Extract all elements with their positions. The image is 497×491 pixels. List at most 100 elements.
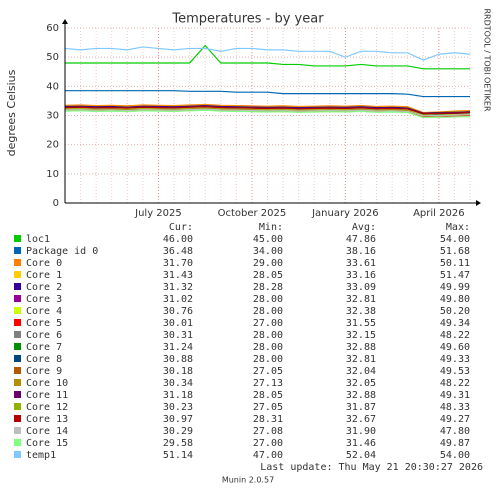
x-tick-label: April 2026 xyxy=(413,208,464,219)
legend-stat: 33.61 xyxy=(346,258,376,269)
legend-stat: 32.81 xyxy=(346,294,376,305)
legend-stat: 28.28 xyxy=(253,282,283,293)
series-line xyxy=(64,103,471,114)
legend-swatch xyxy=(14,307,21,314)
legend-swatch xyxy=(14,271,21,278)
legend-name: Core 5 xyxy=(26,318,62,329)
legend-stat: 48.22 xyxy=(440,330,470,341)
legend-stat: 51.47 xyxy=(440,270,470,281)
x-tick-label: January 2026 xyxy=(311,208,379,219)
legend-stat: 31.90 xyxy=(346,426,376,437)
legend-stat: 47.80 xyxy=(440,426,470,437)
legend-stat: 30.34 xyxy=(163,378,193,389)
legend-stat: 49.27 xyxy=(440,414,470,425)
legend-name: Core 14 xyxy=(26,426,68,437)
x-tick-label: July 2025 xyxy=(134,208,182,219)
legend-name: Core 12 xyxy=(26,402,68,413)
legend-stat: 31.55 xyxy=(346,318,376,329)
y-tick-label: 30 xyxy=(46,111,59,122)
chart-title: Temperatures - by year xyxy=(171,12,324,27)
legend-header: Min: xyxy=(259,222,283,233)
series-line xyxy=(64,46,471,61)
legend-name: Core 10 xyxy=(26,378,68,389)
lines xyxy=(64,44,471,119)
legend-stat: 31.02 xyxy=(163,294,193,305)
legend-stat: 32.67 xyxy=(346,414,376,425)
legend-stat: 30.18 xyxy=(163,366,193,377)
legend-stat: 30.23 xyxy=(163,402,193,413)
legend-stat: 30.01 xyxy=(163,318,193,329)
legend-name: Core 6 xyxy=(26,330,62,341)
series-line xyxy=(65,44,470,70)
series-line xyxy=(65,90,470,98)
legend-swatch xyxy=(14,235,21,242)
y-axis-label: degrees Celsius xyxy=(5,69,18,156)
y-arrow xyxy=(62,19,68,24)
legend-stat: 30.31 xyxy=(163,330,193,341)
legend-name: Core 13 xyxy=(26,414,68,425)
legend-header: Cur: xyxy=(169,222,193,233)
legend-stat: 49.60 xyxy=(440,342,470,353)
legend-name: Core 7 xyxy=(26,342,62,353)
series-line xyxy=(64,108,471,117)
y-tick-label: 60 xyxy=(46,23,59,34)
legend-stat: 27.13 xyxy=(253,378,283,389)
legend-stat: 49.80 xyxy=(440,294,470,305)
legend-stat: 54.00 xyxy=(440,234,470,245)
legend-stat: 49.31 xyxy=(440,390,470,401)
legend-stat: 48.33 xyxy=(440,402,470,413)
footer: Last update: Thu May 21 20:30:27 2026 xyxy=(260,462,483,473)
legend-stat: 49.33 xyxy=(440,354,470,365)
legend-stat: 49.34 xyxy=(440,318,470,329)
legend-stat: 32.15 xyxy=(346,330,376,341)
legend-stat: 34.00 xyxy=(253,246,283,257)
legend-stat: 30.76 xyxy=(163,306,193,317)
legend-swatch xyxy=(14,331,21,338)
legend-stat: 27.00 xyxy=(253,318,283,329)
legend-swatch xyxy=(14,343,21,350)
legend-stat: 31.18 xyxy=(163,390,193,401)
legend-stat: 28.00 xyxy=(253,354,283,365)
legend-stat: 47.86 xyxy=(346,234,376,245)
legend-swatch xyxy=(14,451,21,458)
legend-stat: 29.58 xyxy=(163,438,193,449)
legend-stat: 28.00 xyxy=(253,342,283,353)
series-line xyxy=(64,109,471,119)
legend-header: Avg: xyxy=(352,222,376,233)
legend-name: Core 2 xyxy=(26,282,62,293)
legend-swatch xyxy=(14,415,21,422)
legend-stat: 30.97 xyxy=(163,414,193,425)
legend-stat: 32.04 xyxy=(346,366,376,377)
legend-stat: 52.04 xyxy=(346,450,376,461)
legend-stat: 28.00 xyxy=(253,294,283,305)
legend-stat: 50.20 xyxy=(440,306,470,317)
legend-stat: 32.88 xyxy=(346,390,376,401)
legend-stat: 31.87 xyxy=(346,402,376,413)
legend-header: Max: xyxy=(446,222,470,233)
legend-stat: 32.88 xyxy=(346,342,376,353)
side-text: RRDTOOL / TOBI OETIKER xyxy=(483,8,492,111)
legend-swatch xyxy=(14,379,21,386)
legend-name: Core 8 xyxy=(26,354,62,365)
y-tick-label: 50 xyxy=(46,52,59,63)
legend-stat: 49.87 xyxy=(440,438,470,449)
legend-stat: 30.29 xyxy=(163,426,193,437)
legend: Cur: Min: Avg: Max: loc1 46.00 45.00 47.86 54.00… xyxy=(14,222,470,461)
legend-stat: 31.70 xyxy=(163,258,193,269)
legend-stat: 31.46 xyxy=(346,438,376,449)
y-tick-label: 10 xyxy=(46,169,59,180)
legend-stat: 38.16 xyxy=(346,246,376,257)
legend-stat: 33.09 xyxy=(346,282,376,293)
legend-stat: 48.22 xyxy=(440,378,470,389)
legend-stat: 30.88 xyxy=(163,354,193,365)
x-arrow xyxy=(476,200,481,206)
legend-stat: 27.05 xyxy=(253,366,283,377)
legend-name: Core 0 xyxy=(26,258,62,269)
legend-stat: 33.16 xyxy=(346,270,376,281)
y-tick-label: 40 xyxy=(46,81,59,92)
legend-name: Core 11 xyxy=(26,390,68,401)
legend-stat: 47.00 xyxy=(253,450,283,461)
legend-stat: 32.38 xyxy=(346,306,376,317)
legend-stat: 27.00 xyxy=(253,438,283,449)
